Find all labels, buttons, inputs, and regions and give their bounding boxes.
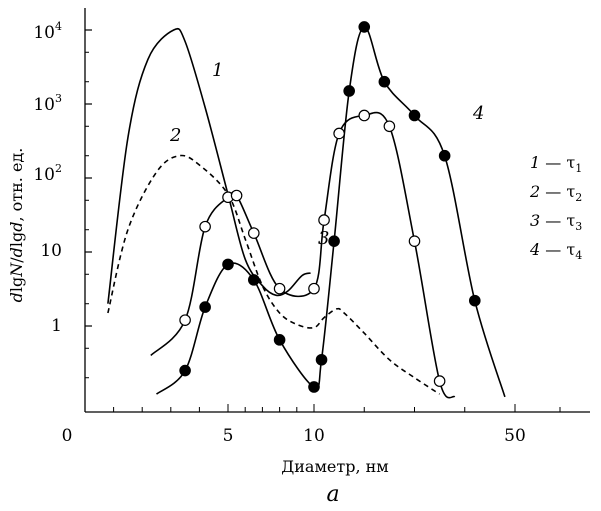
legend-entry-1: 1 — τ1 (530, 153, 582, 175)
series-4-point (378, 75, 391, 88)
series-4-point (315, 353, 328, 366)
y-tick-label-10: 10 (40, 241, 62, 261)
curves (107, 26, 506, 399)
x-tick-label-5: 5 (223, 426, 234, 446)
series-3-point (179, 314, 191, 326)
series-1-line (107, 27, 311, 304)
series-3-point (230, 189, 243, 202)
y-tick-labels: 1 10 102 103 104 (33, 20, 62, 336)
series-4-point (273, 334, 286, 346)
series-3-point (199, 220, 211, 233)
series-4-point (199, 301, 211, 313)
series-4-point (248, 274, 260, 286)
series-3-point (318, 214, 330, 226)
series-4-point (328, 235, 340, 247)
series-4-point (179, 364, 191, 377)
x-axis-title: Диаметр, нм (281, 457, 389, 476)
x-tick-label-0: 0 (62, 426, 73, 446)
y-tick-label-1e2: 102 (33, 162, 62, 185)
series-3-point (408, 235, 421, 247)
series-3-point (333, 127, 345, 140)
series-4-point (358, 21, 371, 33)
y-tick-label-1: 1 (51, 316, 62, 336)
ticks (85, 29, 561, 412)
series-4-line (155, 26, 506, 398)
series-3-line (150, 111, 456, 399)
series-3-point (273, 282, 286, 295)
legend-entry-4: 4 — τ4 (529, 240, 582, 262)
y-axis-title: dlgN/dlgd, отн. ед. (7, 148, 26, 303)
series-4-point (408, 109, 421, 122)
curve-label-2: 2 (169, 125, 181, 146)
series-4-point (438, 149, 451, 162)
legend: 1 — τ1 2 — τ2 3 — τ3 4 — τ4 (529, 153, 582, 262)
markers (179, 21, 481, 393)
series-3-point (433, 375, 446, 387)
legend-entry-3: 3 — τ3 (530, 211, 582, 233)
series-4-point (222, 258, 234, 271)
series-2-line (107, 154, 441, 395)
series-3-point (308, 282, 320, 295)
series-3-point (383, 120, 396, 133)
series-4-point (308, 381, 320, 393)
series-3-point (358, 109, 371, 122)
legend-entry-2: 2 — τ2 (529, 182, 582, 204)
x-tick-labels: 0 5 10 50 (62, 426, 526, 446)
panel-label: a (326, 482, 339, 507)
curve-label-4: 4 (472, 103, 484, 124)
x-tick-label-50: 50 (504, 426, 526, 446)
series-4-point (468, 294, 481, 307)
curve-label-1: 1 (212, 60, 223, 81)
series-3-point (248, 227, 260, 239)
curve-label-3: 3 (318, 228, 329, 249)
x-tick-label-10: 10 (303, 426, 325, 446)
series-4-point (343, 85, 355, 97)
y-tick-label-1e4: 104 (33, 20, 62, 43)
y-tick-label-1e3: 103 (33, 92, 62, 115)
